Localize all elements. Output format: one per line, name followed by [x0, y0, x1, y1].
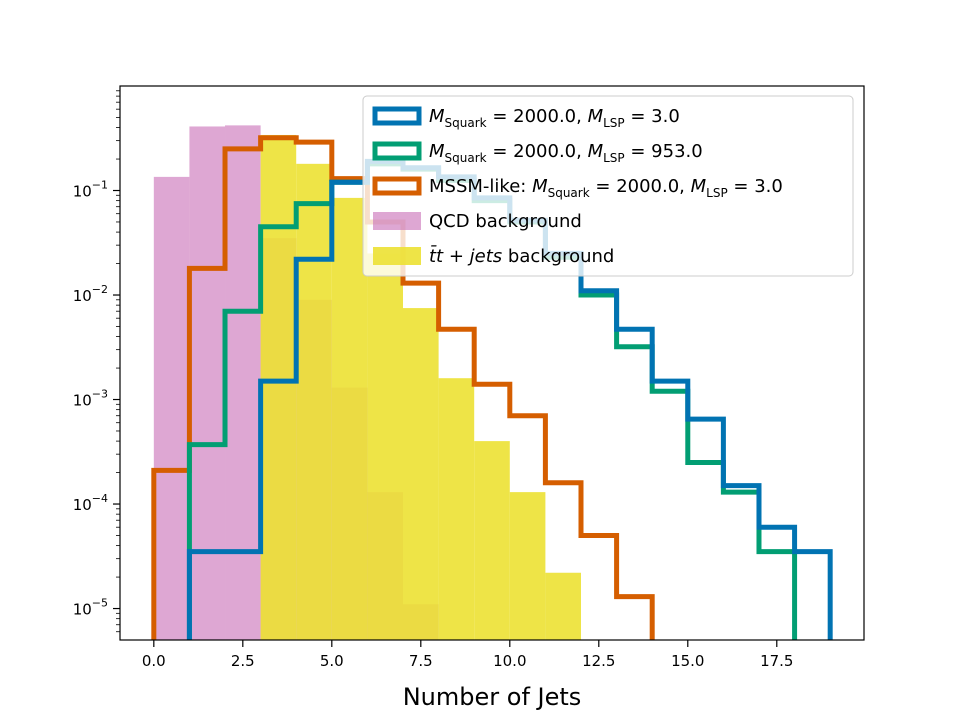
x-axis-label: Number of Jets	[403, 683, 582, 711]
legend-label: MSquark = 2000.0, MLSP = 953.0	[429, 141, 703, 165]
histogram-bar	[509, 492, 546, 640]
plot-frame	[119, 85, 865, 641]
legend-handle-line	[372, 106, 422, 126]
legend-label: t̄t + jets background	[429, 245, 614, 267]
series-1-bars	[260, 134, 581, 640]
y-tick-label: 10−4	[73, 492, 108, 514]
y-tick-label: 10−2	[73, 283, 108, 305]
legend-handle-patch	[373, 247, 421, 265]
x-tick-label: 7.5	[409, 652, 433, 670]
histogram-bar	[260, 134, 297, 640]
histogram-bar	[296, 163, 332, 640]
histogram-bar	[153, 176, 190, 640]
legend-label: QCD background	[429, 211, 582, 232]
x-tick-label: 5.0	[320, 652, 344, 670]
legend: MSquark = 2000.0, MLSP = 3.0 MSquark = 20…	[362, 95, 854, 277]
x-tick-label: 10.0	[493, 652, 526, 670]
x-tick-label: 15.0	[671, 652, 704, 670]
histogram-bar	[189, 126, 226, 640]
x-tick-label: 2.5	[231, 652, 255, 670]
x-tick-label: 0.0	[142, 652, 166, 670]
histogram-bar	[545, 572, 581, 640]
y-tick-label: 10−5	[73, 597, 108, 619]
legend-label: MSquark = 2000.0, MLSP = 3.0	[429, 106, 680, 130]
histogram-bar	[403, 308, 439, 640]
legend-box	[362, 95, 854, 277]
histogram-bar	[474, 441, 510, 640]
histogram-bar	[438, 378, 475, 640]
histogram-bar	[225, 125, 261, 640]
legend-label: MSSM-like: MSquark = 2000.0, MLSP = 3.0	[429, 176, 783, 200]
y-tick-label: 10−1	[73, 179, 108, 201]
axis-layer: 0.0 2.5 5.0 7.5 10.0 12.5 15.0 17.5 10−5 10−4 10−3…	[73, 90, 793, 670]
legend-handle-line	[372, 141, 422, 161]
x-tick-label: 12.5	[582, 652, 615, 670]
histogram-bar	[331, 197, 368, 640]
series-layer	[151, 125, 833, 640]
x-tick-label: 17.5	[760, 652, 793, 670]
legend-handle-patch	[373, 212, 421, 230]
y-tick-label: 10−3	[73, 388, 108, 410]
histogram-bar	[367, 253, 404, 640]
legend-handle-line	[372, 176, 422, 196]
